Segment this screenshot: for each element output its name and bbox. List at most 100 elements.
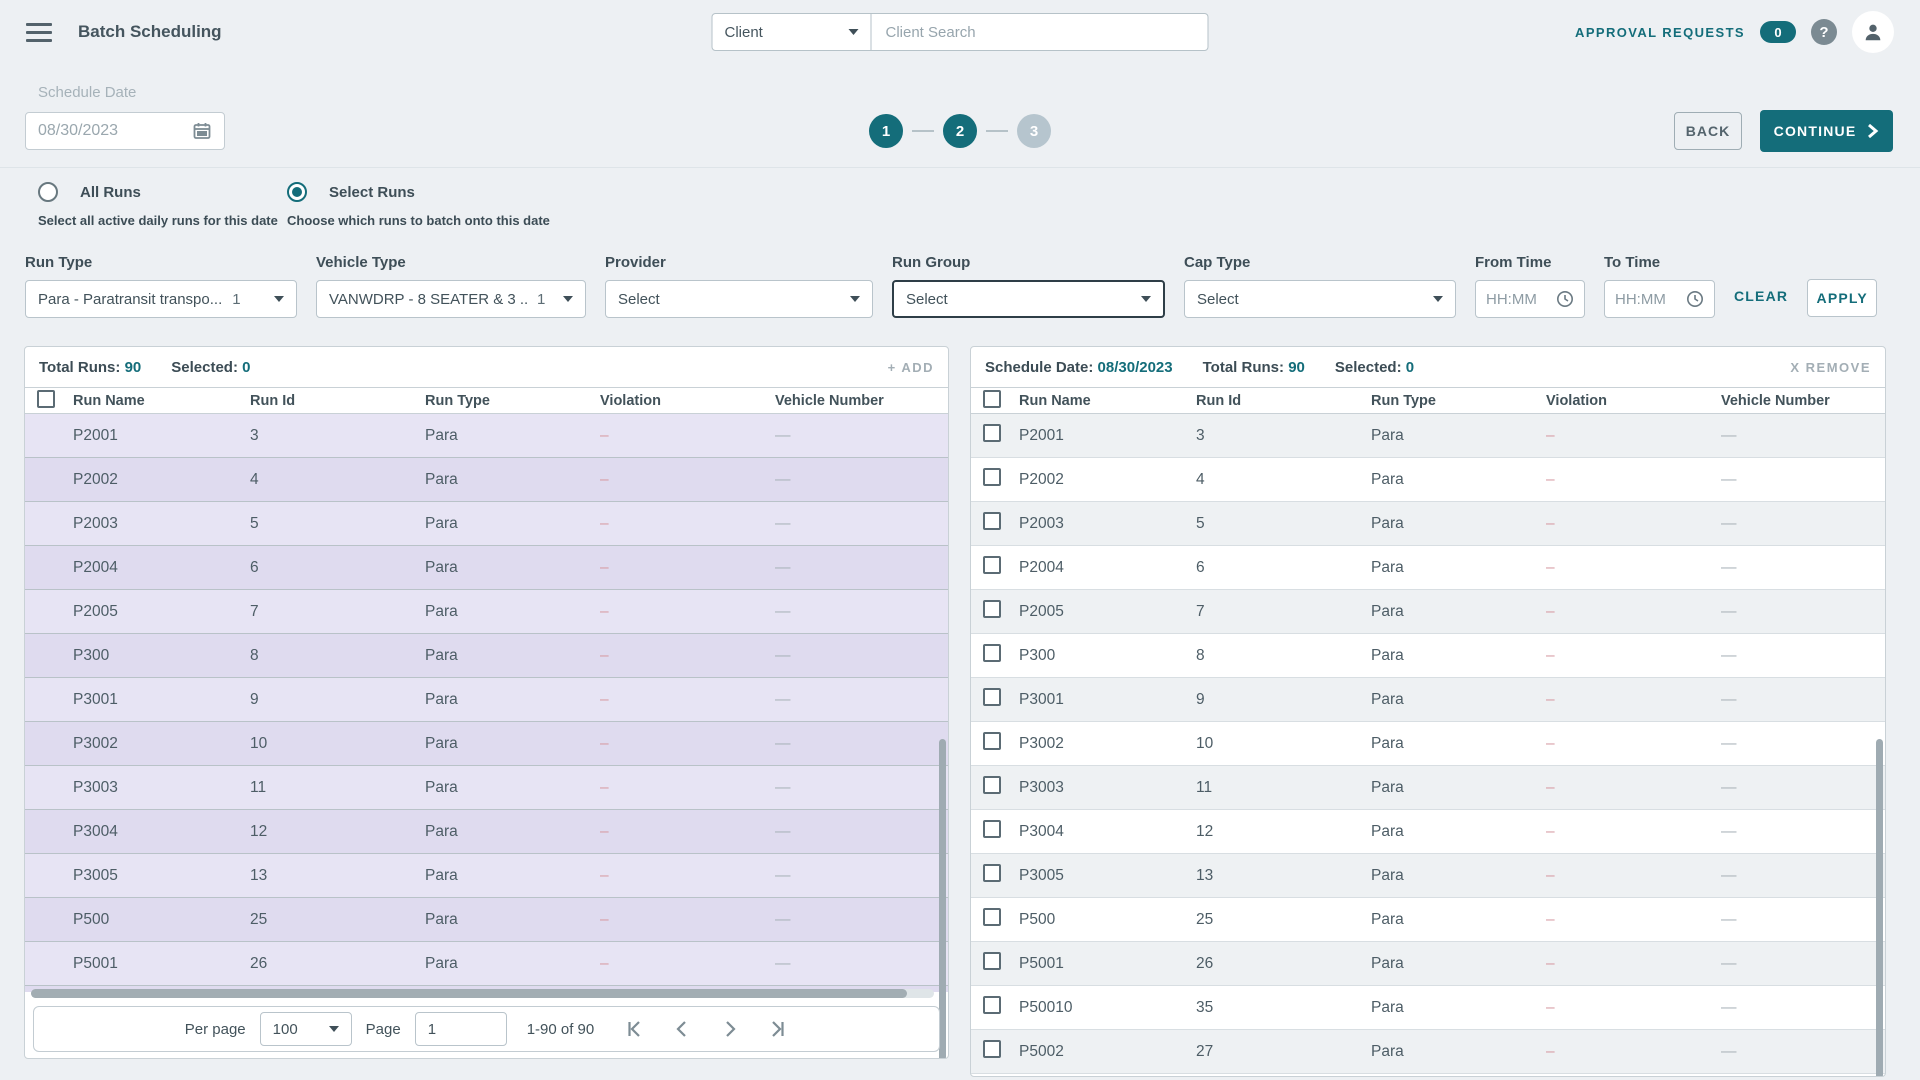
- table-row[interactable]: P3003 11 Para – —: [971, 766, 1885, 810]
- chevron-down-icon: [563, 296, 573, 302]
- remove-button[interactable]: X REMOVE: [1790, 359, 1871, 375]
- table-row[interactable]: P2002 4 Para – —: [25, 458, 948, 502]
- table-row[interactable]: P2001 3 Para – —: [25, 414, 948, 458]
- apply-button[interactable]: APPLY: [1807, 279, 1878, 317]
- vertical-scrollbar[interactable]: [1876, 739, 1883, 1076]
- client-type-select[interactable]: Client: [711, 13, 872, 51]
- previous-page-button[interactable]: [672, 1019, 692, 1039]
- table-row[interactable]: P3004 12 Para – —: [25, 810, 948, 854]
- row-checkbox[interactable]: [983, 996, 1001, 1014]
- table-row[interactable]: P2002 4 Para – —: [971, 458, 1885, 502]
- table-row[interactable]: P3002 10 Para – —: [25, 722, 948, 766]
- last-page-icon: [772, 1021, 784, 1037]
- row-checkbox[interactable]: [983, 512, 1001, 530]
- run-id-cell: 7: [1196, 602, 1205, 620]
- user-avatar[interactable]: [1852, 11, 1894, 53]
- horizontal-scrollbar[interactable]: [31, 989, 907, 998]
- vehicle-type-select[interactable]: VANWDRP - 8 SEATER & 3 ... 1: [316, 280, 586, 318]
- row-checkbox[interactable]: [983, 468, 1001, 486]
- table-row[interactable]: P2004 6 Para – —: [25, 546, 948, 590]
- client-search-input[interactable]: [871, 13, 1209, 51]
- total-runs: Total Runs: 90: [39, 358, 142, 376]
- run-id-cell: 25: [1196, 910, 1214, 928]
- vehicle-number-cell: —: [775, 778, 791, 796]
- select-runs-radio[interactable]: [287, 182, 307, 202]
- run-type-cell: Para: [1371, 822, 1404, 840]
- run-type-cell: Para: [425, 470, 458, 488]
- run-id-cell: 35: [1196, 998, 1214, 1016]
- add-button[interactable]: + ADD: [887, 359, 934, 375]
- run-name-cell: P2001: [73, 426, 118, 444]
- select-all-checkbox[interactable]: [37, 389, 55, 408]
- violation-cell: –: [600, 778, 609, 796]
- table-row[interactable]: P3005 13 Para – —: [25, 854, 948, 898]
- all-runs-radio[interactable]: [38, 182, 58, 202]
- table-row[interactable]: P5001 26 Para – —: [971, 942, 1885, 986]
- page-input[interactable]: [414, 1012, 507, 1046]
- table-row[interactable]: P3005 13 Para – —: [971, 854, 1885, 898]
- cap-type-select[interactable]: Select: [1184, 280, 1456, 318]
- select-all-checkbox[interactable]: [983, 389, 1001, 408]
- run-group-select[interactable]: Select: [892, 280, 1165, 318]
- to-time-input[interactable]: HH:MM: [1604, 280, 1715, 318]
- filters-bar: Run Type Para - Paratransit transpo... 1…: [0, 246, 1920, 346]
- run-id-cell: 13: [1196, 866, 1214, 884]
- table-row[interactable]: P3001 9 Para – —: [971, 678, 1885, 722]
- row-checkbox[interactable]: [983, 600, 1001, 618]
- table-row[interactable]: P2005 7 Para – —: [971, 590, 1885, 634]
- clear-button[interactable]: CLEAR: [1734, 288, 1789, 304]
- row-checkbox[interactable]: [983, 820, 1001, 838]
- first-page-button[interactable]: [624, 1019, 644, 1039]
- menu-icon[interactable]: [26, 22, 52, 42]
- run-group-value: Select: [906, 290, 948, 308]
- table-row[interactable]: P2005 7 Para – —: [25, 590, 948, 634]
- table-row[interactable]: P3003 11 Para – —: [25, 766, 948, 810]
- chevron-right-icon: [726, 1021, 736, 1037]
- vertical-scrollbar[interactable]: [939, 739, 946, 1058]
- table-row[interactable]: P300 8 Para – —: [971, 634, 1885, 678]
- vehicle-number-cell: —: [1721, 690, 1737, 708]
- run-name-cell: P300: [73, 646, 110, 664]
- approval-requests-link[interactable]: APPROVAL REQUESTS: [1575, 24, 1745, 40]
- vehicle-type-label: Vehicle Type: [316, 254, 406, 271]
- schedule-date-input[interactable]: 08/30/2023: [25, 112, 225, 150]
- table-row[interactable]: P2003 5 Para – —: [971, 502, 1885, 546]
- table-row[interactable]: P500 25 Para – —: [25, 898, 948, 942]
- row-checkbox[interactable]: [983, 556, 1001, 574]
- next-page-button[interactable]: [720, 1019, 740, 1039]
- run-id-cell: 3: [250, 426, 259, 444]
- run-type-cell: Para: [1371, 954, 1404, 972]
- table-row[interactable]: P3002 10 Para – —: [971, 722, 1885, 766]
- row-checkbox[interactable]: [983, 424, 1001, 442]
- vehicle-number-cell: —: [775, 558, 791, 576]
- row-checkbox[interactable]: [983, 952, 1001, 970]
- provider-select[interactable]: Select: [605, 280, 873, 318]
- from-time-input[interactable]: HH:MM: [1475, 280, 1585, 318]
- per-page-select[interactable]: 100: [259, 1012, 352, 1046]
- table-row[interactable]: P3004 12 Para – —: [971, 810, 1885, 854]
- help-icon[interactable]: ?: [1811, 19, 1837, 45]
- table-row[interactable]: P2004 6 Para – —: [971, 546, 1885, 590]
- table-row[interactable]: P2001 3 Para – —: [971, 414, 1885, 458]
- table-row[interactable]: P300 8 Para – —: [25, 634, 948, 678]
- row-checkbox[interactable]: [983, 644, 1001, 662]
- row-checkbox[interactable]: [983, 864, 1001, 882]
- table-row[interactable]: P5001 26 Para – —: [25, 942, 948, 986]
- last-page-button[interactable]: [768, 1019, 788, 1039]
- table-row[interactable]: P50010 35 Para – —: [971, 986, 1885, 1030]
- table-row[interactable]: P3001 9 Para – —: [25, 678, 948, 722]
- back-button[interactable]: BACK: [1674, 112, 1742, 150]
- table-row[interactable]: P500 25 Para – —: [971, 898, 1885, 942]
- row-checkbox[interactable]: [983, 688, 1001, 706]
- table-row[interactable]: P2003 5 Para – —: [25, 502, 948, 546]
- run-name-cell: P3005: [73, 866, 118, 884]
- continue-button[interactable]: CONTINUE: [1760, 110, 1893, 152]
- violation-cell: –: [600, 734, 609, 752]
- row-checkbox[interactable]: [983, 1040, 1001, 1058]
- row-checkbox[interactable]: [983, 776, 1001, 794]
- run-type-select[interactable]: Para - Paratransit transpo... 1: [25, 280, 297, 318]
- table-row[interactable]: P5002 27 Para – —: [971, 1030, 1885, 1074]
- row-checkbox[interactable]: [983, 732, 1001, 750]
- row-checkbox[interactable]: [983, 908, 1001, 926]
- vehicle-number-cell: —: [1721, 1042, 1737, 1060]
